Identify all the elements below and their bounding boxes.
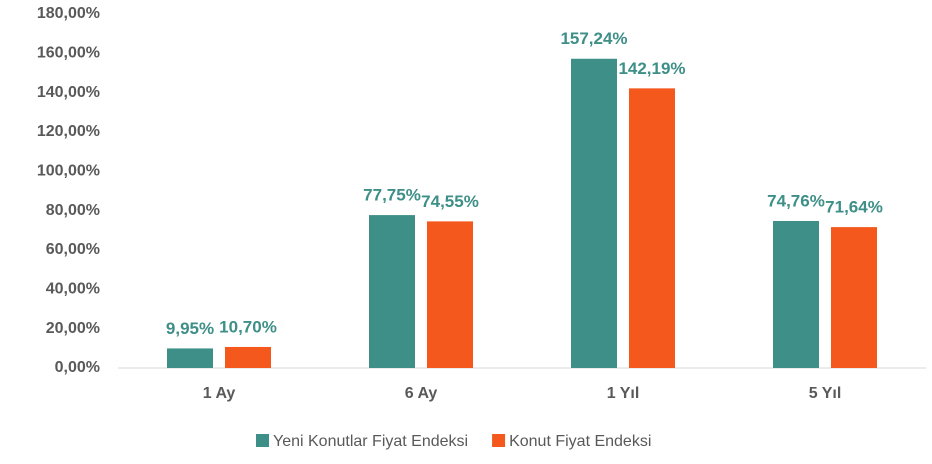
x-tick-label: 5 Yıl (809, 385, 842, 402)
value-label: 9,95% (166, 319, 214, 338)
y-tick-label: 160,00% (37, 45, 100, 62)
bar (571, 58, 617, 369)
value-label: 157,24% (560, 29, 627, 48)
bar (427, 221, 473, 368)
bar (773, 220, 819, 368)
y-tick-label: 120,00% (37, 123, 100, 140)
y-tick-label: 60,00% (46, 241, 100, 258)
y-tick-label: 20,00% (46, 320, 100, 337)
y-tick-label: 0,00% (55, 359, 100, 376)
bar (167, 348, 213, 368)
value-label: 142,19% (618, 59, 685, 78)
value-label: 74,76% (767, 191, 825, 210)
y-tick-label: 140,00% (37, 84, 100, 101)
legend-label: Yeni Konutlar Fiyat Endeksi (273, 433, 468, 450)
bar (369, 215, 415, 368)
x-tick-label: 1 Ay (203, 385, 236, 402)
y-tick-label: 40,00% (46, 281, 100, 298)
y-tick-label: 100,00% (37, 163, 100, 180)
legend-label: Konut Fiyat Endeksi (509, 433, 651, 450)
bar (629, 88, 675, 368)
y-tick-label: 180,00% (37, 5, 100, 22)
value-label: 10,70% (219, 317, 277, 336)
y-tick-label: 80,00% (46, 202, 100, 219)
legend-swatch (256, 434, 269, 447)
bar (831, 227, 877, 368)
value-label: 71,64% (825, 198, 883, 217)
value-label: 77,75% (363, 186, 421, 205)
value-label: 74,55% (421, 192, 479, 211)
x-tick-label: 6 Ay (405, 385, 438, 402)
bar (225, 346, 271, 368)
legend-swatch (492, 434, 506, 447)
x-tick-label: 1 Yıl (607, 385, 640, 402)
